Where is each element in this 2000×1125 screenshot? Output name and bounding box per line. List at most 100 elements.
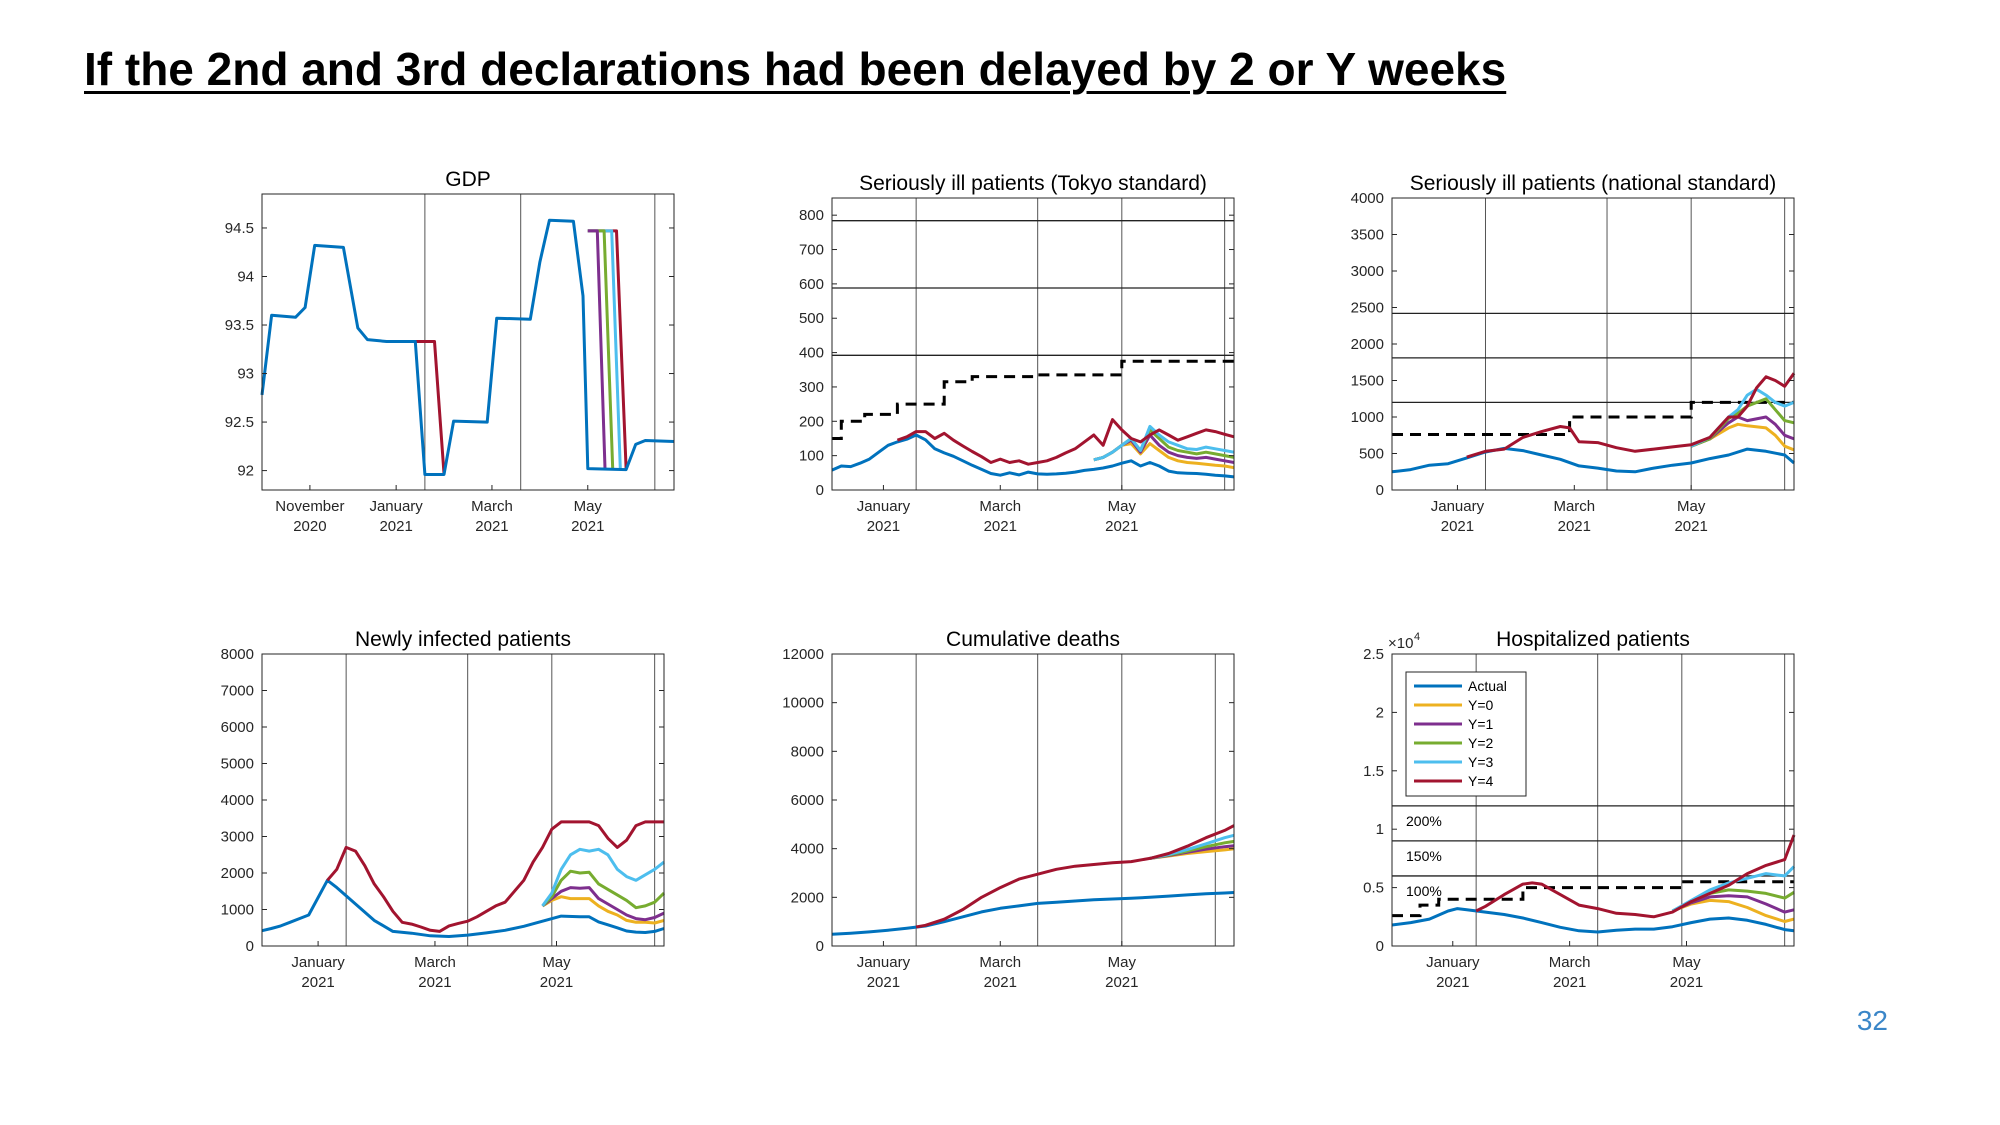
- chart5-series-y-0-1: [1671, 898, 1795, 923]
- chart1-ytick-label-3: 300: [799, 379, 824, 396]
- chart3-xtick-label-1-1: 2021: [418, 974, 451, 991]
- chart2-ytick-label-3: 1500: [1351, 373, 1384, 390]
- chart3-ytick-label-7: 7000: [221, 683, 254, 700]
- chart4-series-actual-0: [831, 891, 1235, 936]
- chart2-xtick-label-2-1: 2021: [1674, 518, 1707, 535]
- chart0-ytick-label-5: 94.5: [225, 220, 254, 237]
- chart3-ytick-label-2: 2000: [221, 865, 254, 882]
- chart4-xtick-label-1-0: March: [979, 954, 1021, 971]
- chart4-ytick-label-1: 2000: [791, 889, 824, 906]
- chart1-ytick-label-5: 500: [799, 310, 824, 327]
- chart3-xtick-label-0-0: January: [291, 954, 345, 971]
- chart3-series-actual-0: [261, 878, 665, 938]
- chart5-xtick-label-0-1: 2021: [1436, 974, 1469, 991]
- chart2-ytick-label-8: 4000: [1351, 190, 1384, 207]
- page-number: 32: [1856, 1005, 1888, 1036]
- chart5-capacity-label-200: 200%: [1406, 813, 1442, 829]
- chart0-ytick-label-2: 93: [237, 366, 254, 383]
- chart1-ytick-label-1: 100: [799, 448, 824, 465]
- slide-title: If the 2nd and 3rd declarations had been…: [84, 43, 1507, 95]
- chart1-ytick-label-8: 800: [799, 207, 824, 224]
- chart1-xtick-label-1-1: 2021: [984, 518, 1017, 535]
- chart1-series-y-3-4: [1093, 424, 1235, 462]
- chart5-ytick-label-2: 1: [1376, 821, 1384, 838]
- chart2-threshold-line: [1392, 400, 1794, 436]
- chart5-capacity-label-100: 100%: [1406, 883, 1442, 899]
- chart2-series-y-1-2: [1690, 415, 1795, 448]
- chart3-series-y-3-4: [541, 847, 665, 907]
- chart5-xtick-label-2-0: May: [1672, 954, 1701, 971]
- chart3-ytick-label-0: 0: [246, 938, 254, 955]
- chart5-series-y-4-5: [1475, 834, 1796, 919]
- chart4-xtick-label-0-0: January: [857, 954, 911, 971]
- chart5-xtick-label-0-0: January: [1426, 954, 1480, 971]
- chart1-series-y-4-5: [896, 418, 1235, 466]
- chart-hospitalized: Hospitalized patients 100% 150% 200% 0 0.5 1 1.…: [1363, 628, 1796, 991]
- chart1-ytick-label-6: 600: [799, 276, 824, 293]
- chart1-xtick-label-0-1: 2021: [867, 518, 900, 535]
- chart-gdp: GDP 92 92.5 93 93.5 94 94.5 November 2020 January…: [225, 168, 675, 535]
- chart0-xtick-label-0-1: 2020: [293, 518, 326, 535]
- chart5-title: Hospitalized patients: [1496, 628, 1690, 651]
- chart5-xtick-label-1-0: March: [1549, 954, 1591, 971]
- chart0-plot-frame: [261, 193, 675, 491]
- chart5-y-exponent: ×10: [1388, 635, 1413, 652]
- chart5-legend-box: [1405, 671, 1527, 797]
- chart0-xtick-label-2-1: 2021: [475, 518, 508, 535]
- chart2-xtick-label-0-0: January: [1431, 498, 1485, 515]
- chart3-title: Newly infected patients: [355, 628, 571, 651]
- chart5-xtick-label-1-1: 2021: [1553, 974, 1586, 991]
- chart3-series-y-1-2: [541, 886, 665, 922]
- chart1-xtick-label-2-1: 2021: [1105, 518, 1138, 535]
- chart1-series-actual-0: [831, 433, 1235, 479]
- chart-seriously-ill-tokyo: Seriously ill patients (Tokyo standard) 0…: [799, 172, 1235, 535]
- chart2-xtick-label-1-0: March: [1553, 498, 1595, 515]
- chart4-series-y-4-5: [915, 824, 1235, 929]
- chart5-plot-frame: [1391, 653, 1795, 947]
- chart3-series-y-0-1: [541, 895, 665, 925]
- chart0-ytick-label-3: 93.5: [225, 317, 254, 334]
- chart5-legend-label-y-1: Y=1: [1468, 716, 1494, 732]
- chart3-ytick-label-1: 1000: [221, 902, 254, 919]
- chart2-ytick-label-7: 3500: [1351, 227, 1384, 244]
- chart2-xtick-label-0-1: 2021: [1441, 518, 1474, 535]
- chart4-ytick-label-4: 8000: [791, 743, 824, 760]
- chart2-title: Seriously ill patients (national standar…: [1410, 172, 1777, 195]
- chart2-plot-frame: [1391, 197, 1795, 491]
- chart2-xtick-label-1-1: 2021: [1558, 518, 1591, 535]
- chart5-ytick-label-5: 2.5: [1363, 646, 1384, 663]
- chart5-legend-label-y-0: Y=0: [1468, 697, 1494, 713]
- chart0-ytick-label-4: 94: [237, 268, 254, 285]
- chart3-ytick-label-4: 4000: [221, 792, 254, 809]
- chart3-ytick-label-6: 6000: [221, 719, 254, 736]
- chart0-xtick-label-0-0: November: [275, 498, 344, 515]
- chart5-ytick-label-0: 0: [1376, 938, 1384, 955]
- chart5-capacity-label-150: 150%: [1406, 848, 1442, 864]
- chart4-ytick-label-0: 0: [816, 938, 824, 955]
- chart2-series-actual-0: [1391, 446, 1795, 474]
- chart4-ytick-label-6: 12000: [782, 646, 824, 663]
- chart4-xtick-label-0-1: 2021: [867, 974, 900, 991]
- chart2-ytick-label-4: 2000: [1351, 336, 1384, 353]
- chart3-series-y-4-5: [326, 820, 664, 933]
- chart5-series-actual-0: [1391, 907, 1795, 934]
- chart0-series-y-1-4: [587, 229, 607, 469]
- chart2-ytick-label-5: 2500: [1351, 300, 1384, 317]
- chart-cumulative-deaths: Cumulative deaths 0 2000 4000 6000 8000 10000 1…: [782, 628, 1235, 991]
- chart5-legend-label-y-3: Y=3: [1468, 754, 1494, 770]
- chart5-xtick-label-2-1: 2021: [1670, 974, 1703, 991]
- chart5-legend-label-actual: Actual: [1468, 678, 1507, 694]
- chart5-legend-label-y-4: Y=4: [1468, 773, 1494, 789]
- chart1-xtick-label-0-0: January: [857, 498, 911, 515]
- chart4-ytick-label-3: 6000: [791, 792, 824, 809]
- chart4-xtick-label-2-0: May: [1108, 954, 1137, 971]
- chart4-title: Cumulative deaths: [946, 628, 1120, 651]
- chart0-xtick-label-1-0: January: [369, 498, 423, 515]
- chart5-ytick-label-1: 0.5: [1363, 880, 1384, 897]
- chart5-ytick-label-3: 1.5: [1363, 763, 1384, 780]
- chart0-xtick-label-3-0: May: [574, 498, 603, 515]
- chart4-ytick-label-2: 4000: [791, 841, 824, 858]
- chart1-xtick-label-2-0: May: [1108, 498, 1137, 515]
- chart4-xtick-label-2-1: 2021: [1105, 974, 1138, 991]
- chart3-ytick-label-3: 3000: [221, 829, 254, 846]
